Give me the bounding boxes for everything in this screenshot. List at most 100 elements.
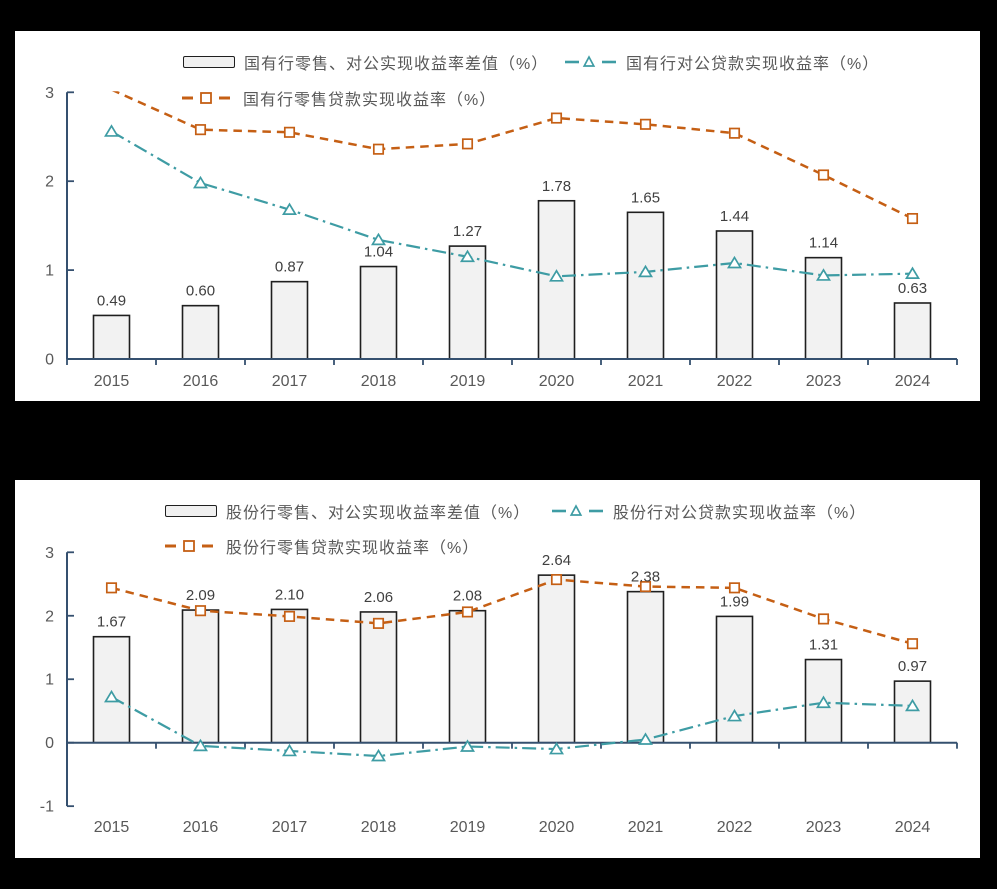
x-category-label: 2015 — [94, 373, 130, 390]
corporate-yield-line — [110, 696, 913, 758]
y-tick-label: 1 — [45, 672, 54, 689]
bar — [626, 590, 665, 744]
x-category-label: 2024 — [895, 373, 931, 390]
y-tick-label: 2 — [45, 174, 54, 191]
bar — [92, 635, 131, 744]
legend-label: 股份行对公贷款实现收益率（%） — [613, 505, 867, 522]
bar — [181, 304, 220, 360]
bar — [92, 314, 131, 360]
triangle-marker — [726, 255, 743, 269]
legend-label: 国有行对公贷款实现收益率（%） — [626, 56, 880, 73]
bar — [448, 609, 487, 744]
x-category-label: 2023 — [806, 373, 842, 390]
square-marker — [194, 605, 207, 617]
triangle-marker — [904, 698, 921, 712]
y-tick-label: 0 — [45, 735, 54, 752]
triangle-marker — [103, 689, 120, 703]
bar — [537, 574, 576, 744]
x-category-label: 2022 — [717, 373, 753, 390]
x-category-label: 2020 — [539, 819, 575, 836]
triangle-marker — [815, 695, 832, 709]
bar — [715, 615, 754, 744]
legend-item-corporate-line: 股份行对公贷款实现收益率（%） — [552, 501, 867, 522]
square-marker — [728, 127, 741, 139]
square-marker — [372, 143, 385, 155]
triangle-marker — [815, 268, 832, 281]
dashdot-triangle-swatch — [565, 55, 616, 67]
triangle-marker — [281, 743, 298, 757]
bar — [270, 280, 309, 360]
square-marker — [550, 574, 563, 586]
y-tick-label: -1 — [40, 799, 54, 816]
joint-stock-banks-chart-canvas: 3 2 1 0 -1 2015 2016 2017 2018 2019 2020 2021 2022 20… — [40, 545, 958, 836]
x-category-label: 2021 — [628, 819, 664, 836]
square-marker — [372, 617, 385, 629]
y-tick-label: 1 — [45, 263, 54, 280]
bar — [181, 609, 220, 744]
bar — [359, 611, 398, 744]
bar-data-label: 1.31 — [809, 637, 838, 654]
bar-data-label: 1.44 — [720, 208, 749, 225]
y-tick-label: 3 — [45, 545, 54, 562]
retail-yield-line — [111, 578, 913, 645]
square-marker — [728, 582, 741, 594]
bar — [359, 265, 398, 360]
legend-item-spread-bar: 股份行零售、对公实现收益率差值（%） — [165, 501, 531, 522]
dashed-square-swatch — [182, 92, 230, 104]
square-marker — [906, 212, 919, 225]
x-category-label: 2018 — [361, 373, 397, 390]
bar — [448, 245, 487, 360]
x-category-label: 2016 — [183, 819, 219, 836]
state-banks-chart-canvas: 3 2 1 0 2015 2016 2017 2018 2019 2020 2021 2022 2023… — [45, 85, 958, 390]
triangle-marker — [370, 232, 387, 246]
triangle-marker — [548, 269, 565, 282]
legend-item-corporate-line: 国有行对公贷款实现收益率（%） — [565, 52, 880, 73]
bar — [893, 680, 932, 744]
x-category-label: 2015 — [94, 819, 130, 836]
bar-data-label: 2.64 — [542, 552, 571, 569]
bar-data-label: 1.99 — [720, 593, 749, 610]
legend-label: 国有行零售贷款实现收益率（%） — [243, 92, 497, 109]
triangle-marker — [548, 741, 565, 755]
triangle-marker — [192, 175, 209, 189]
legend-item-spread-bar: 国有行零售、对公实现收益率差值（%） — [183, 52, 548, 73]
x-category-label: 2022 — [717, 819, 753, 836]
bar-data-label: 0.49 — [97, 292, 126, 309]
line-series-group — [103, 91, 921, 282]
bar-data-label: 0.60 — [186, 283, 215, 300]
y-tick-label: 3 — [45, 85, 54, 102]
x-category-label: 2020 — [539, 373, 575, 390]
square-marker — [105, 582, 118, 594]
square-marker — [461, 138, 474, 150]
triangle-marker — [192, 738, 209, 752]
joint-stock-banks-chart-panel: 3 2 1 0 -1 2015 2016 2017 2018 2019 2020 2021 2022 20… — [15, 480, 980, 858]
square-marker — [283, 126, 296, 138]
bar-series-swatch — [165, 505, 217, 517]
x-category-label: 2018 — [361, 819, 397, 836]
bar-data-label: 1.27 — [453, 223, 482, 240]
x-category-label: 2016 — [183, 373, 219, 390]
x-category-label: 2019 — [450, 819, 486, 836]
line-series-group — [103, 574, 921, 762]
x-category-label: 2017 — [272, 373, 308, 390]
x-category-label: 2019 — [450, 373, 486, 390]
bar-data-label: 1.04 — [364, 244, 393, 261]
bar-data-label: 1.78 — [542, 178, 571, 195]
square-marker — [817, 613, 830, 625]
triangle-marker — [904, 266, 921, 280]
bar-data-label: 2.06 — [364, 589, 393, 606]
bar — [715, 230, 754, 360]
y-tick-label: 0 — [45, 352, 54, 369]
legend-label: 股份行零售、对公实现收益率差值（%） — [226, 505, 531, 522]
square-marker — [817, 169, 830, 181]
triangle-marker — [637, 732, 654, 745]
bar-data-label: 1.14 — [809, 235, 838, 252]
legend-item-retail-line: 股份行零售贷款实现收益率（%） — [165, 536, 479, 557]
triangle-marker — [459, 739, 476, 752]
dashdot-triangle-swatch — [552, 504, 603, 516]
bar — [270, 608, 309, 744]
retail-yield-line — [112, 91, 914, 220]
corporate-yield-line — [110, 130, 913, 278]
square-marker — [550, 112, 563, 124]
